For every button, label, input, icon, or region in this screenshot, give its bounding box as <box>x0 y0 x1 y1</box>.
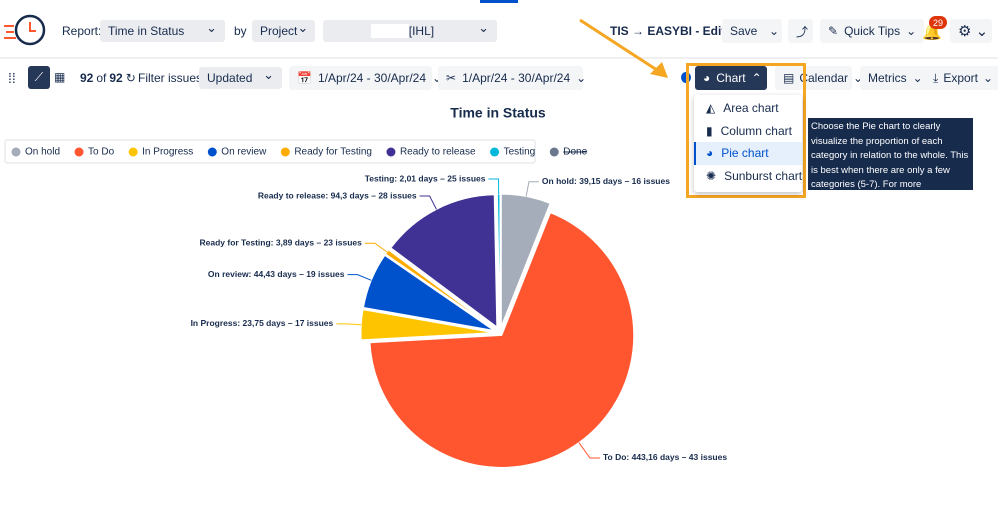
label-leader <box>525 181 539 197</box>
menu-icon: ▮ <box>706 123 713 138</box>
pie-slice <box>360 309 494 341</box>
annotation-arrow-head <box>650 62 668 78</box>
legend-marker <box>74 147 84 157</box>
data-label: On review: 44,43 days – 19 issues <box>208 269 345 279</box>
data-label: Ready for Testing: 3,89 days – 23 issues <box>199 238 362 248</box>
legend-marker <box>280 147 290 157</box>
legend-label: Testing <box>504 147 536 158</box>
save-menu[interactable]: ⌄ <box>761 19 782 43</box>
report-value: Time in Status <box>108 24 185 38</box>
share-button[interactable]: ⤴ <box>788 19 813 43</box>
legend-label: On hold <box>25 147 60 158</box>
menu-item[interactable]: ◕ Pie chart <box>694 142 802 165</box>
legend-label: In Progress <box>142 147 193 158</box>
view-name: TIS → EASYBI - Edited <box>610 24 740 38</box>
legend-marker <box>549 147 559 157</box>
legend-label: On review <box>221 147 267 158</box>
data-label: Ready to release: 94,3 days – 28 issues <box>258 190 417 200</box>
pie-slice <box>496 193 501 327</box>
legend-label: Done <box>563 147 587 158</box>
label-leader <box>364 242 388 253</box>
legend-marker <box>11 147 21 157</box>
logo <box>4 14 46 46</box>
legend-label: Ready for Testing <box>294 147 372 158</box>
label-leader <box>419 195 437 210</box>
metrics-label: Metrics <box>868 71 907 85</box>
menu-label: Sunburst chart <box>724 168 803 183</box>
by-select[interactable]: Project <box>252 20 315 42</box>
filter-select[interactable]: Updated <box>199 67 282 89</box>
date-range-1[interactable]: 📅 1/Apr/24 - 30/Apr/24 ⌄ <box>289 66 442 90</box>
menu-item[interactable]: ▮ Column chart <box>694 120 802 143</box>
of: of <box>96 71 107 85</box>
date-range-2-label: 1/Apr/24 - 30/Apr/24 <box>462 71 571 85</box>
menu-label: Column chart <box>720 123 792 138</box>
menu-icon: ◕ <box>706 146 714 161</box>
pie-slice <box>362 254 494 331</box>
metrics-button[interactable]: Metrics ⌄ <box>860 66 931 90</box>
calendar-button[interactable]: ▤ Calendar ⌄ <box>775 66 863 90</box>
tooltip: Choose the Pie chart to clearly visualiz… <box>808 118 973 219</box>
date-range-1-label: 1/Apr/24 - 30/Apr/24 <box>317 71 427 85</box>
highlight-box <box>686 63 806 198</box>
report-label: Report: <box>62 24 102 38</box>
menu-label: Area chart <box>723 101 779 116</box>
pie-slice <box>369 212 635 468</box>
legend-marker <box>386 147 396 157</box>
issue-count: 92 of 92 ↻ <box>80 71 136 85</box>
chart-button-label: Chart <box>716 71 746 85</box>
pie-slice <box>500 193 551 327</box>
legend-marker <box>128 147 138 157</box>
count: 92 <box>80 71 94 85</box>
label-leader <box>488 178 500 195</box>
export-label: Export <box>943 71 978 85</box>
settings-button[interactable]: ⚙ ⌄ <box>950 19 992 43</box>
menu-item[interactable]: ✺ Sunburst chart <box>694 165 802 188</box>
save-button[interactable]: Save <box>722 19 766 43</box>
pie-slice <box>390 194 498 328</box>
table-view[interactable]: ▦ <box>54 70 66 84</box>
date-range-2[interactable]: ✂ 1/Apr/24 - 30/Apr/24 ⌄ <box>438 66 586 90</box>
chart-view[interactable]: ⟋ <box>28 66 50 89</box>
quick-tips-label: Quick Tips <box>844 24 901 38</box>
annotation-arrow <box>579 18 661 74</box>
by-label: by <box>234 24 247 38</box>
grid-view[interactable]: ⁞⁞ <box>8 70 16 86</box>
label-leader <box>336 323 362 326</box>
quick-tips-button[interactable]: ✎ Quick Tips ⌄ <box>820 19 925 43</box>
project-value: [IHL] <box>408 24 435 38</box>
data-label: In Progress: 23,75 days – 17 issues <box>191 318 334 328</box>
filter-value: Updated <box>207 71 253 85</box>
menu-icon: ✺ <box>706 168 717 183</box>
label-leader <box>578 442 600 459</box>
legend-marker <box>207 147 217 157</box>
data-label: To Do: 443,16 days – 43 issues <box>603 452 727 462</box>
export-button[interactable]: ⤓ Export ⌄ <box>925 66 998 90</box>
calendar-label: Calendar <box>799 71 849 85</box>
menu-label: Pie chart <box>721 146 769 161</box>
data-label: Testing: 2,01 days – 25 issues <box>365 173 486 183</box>
menu-item[interactable]: ◭ Area chart <box>694 97 802 120</box>
project-select[interactable]: [IHL] <box>323 20 497 42</box>
filter-label: Filter issues: <box>138 71 206 85</box>
chart-title: Time in Status <box>450 105 546 121</box>
by-value: Project <box>260 24 298 38</box>
legend-box <box>4 139 536 164</box>
redacted <box>370 24 409 38</box>
legend-marker <box>490 147 500 157</box>
label-leader <box>347 274 372 281</box>
legend-label: To Do <box>88 147 115 158</box>
menu-icon: ◭ <box>706 101 716 116</box>
data-label: On hold: 39,15 days – 16 issues <box>542 176 670 186</box>
total: 92 <box>109 71 123 85</box>
notification-badge: 29 <box>929 16 948 29</box>
tab-indicator <box>480 0 518 3</box>
chart-button[interactable]: ◕ Chart ⌃ <box>695 66 767 90</box>
chart-menu: ◭ Area chart ▮ Column chart ◕ Pie chart ✺ Sunbu… <box>694 95 802 192</box>
report-select[interactable]: Time in Status <box>100 20 225 42</box>
legend-label: Ready to release <box>400 147 476 158</box>
